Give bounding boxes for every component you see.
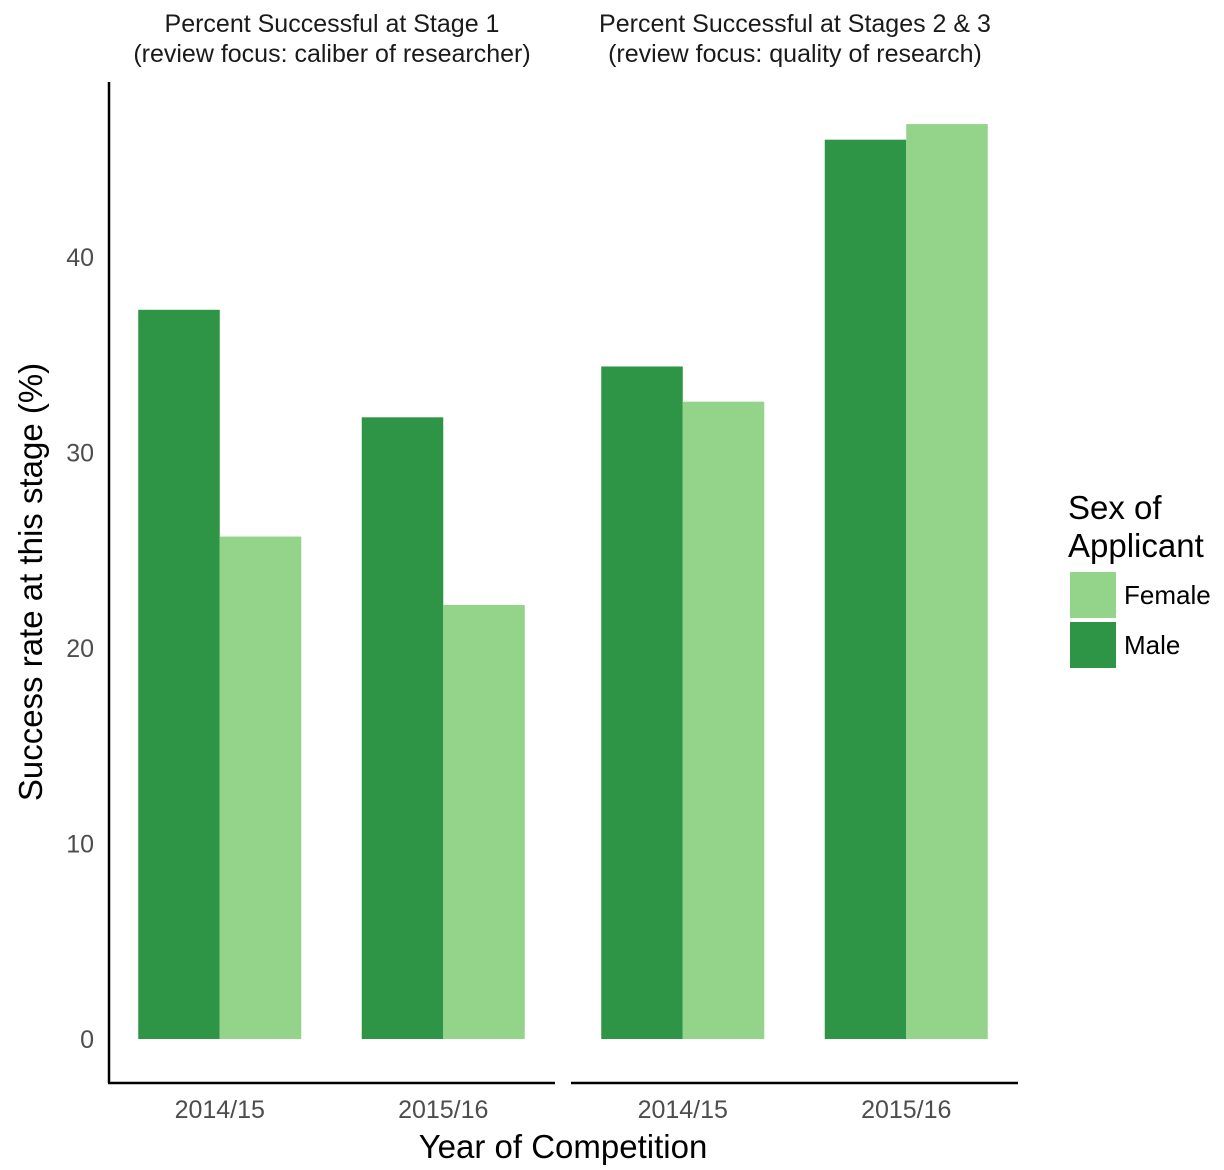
y-tick-label-0: 0	[80, 1026, 94, 1054]
x-axis-title: Year of Competition	[419, 1128, 708, 1165]
y-tick-label-20: 20	[66, 635, 94, 663]
legend-title-line-2: Applicant	[1068, 527, 1204, 564]
x-tick-labels: 2014/15 2015/16 2014/15 2015/16	[175, 1096, 952, 1124]
x-tick-label-panel-1-2: 2015/16	[398, 1096, 488, 1124]
x-tick-label-panel-2-1: 2014/15	[638, 1096, 728, 1124]
panel-1-title-line-1: Percent Successful at Stage 1	[165, 10, 500, 38]
legend-key-male	[1070, 622, 1116, 668]
bar-panel-1-2014-15-female	[219, 536, 302, 1039]
legend-label-male: Male	[1124, 630, 1180, 660]
y-tick-label-10: 10	[66, 831, 94, 859]
x-tick-label-panel-2-2: 2015/16	[861, 1096, 951, 1124]
bars-layer	[138, 124, 988, 1040]
legend-key-female	[1070, 572, 1116, 618]
panel-2-title-line-2: (review focus: quality of research)	[608, 40, 982, 68]
legend-title-line-1: Sex of	[1068, 489, 1162, 526]
bar-panel-1-2014-15-male	[138, 309, 220, 1039]
y-axis-title: Success rate at this stage (%)	[12, 363, 49, 801]
panel-1-title-line-2: (review focus: caliber of researcher)	[133, 40, 530, 68]
bar-panel-1-2015-16-female	[443, 604, 525, 1039]
legend: Female Male	[1070, 572, 1211, 668]
y-tick-label-30: 30	[66, 440, 94, 468]
bar-panel-1-2015-16-male	[361, 417, 444, 1039]
panel-2-title-line-1: Percent Successful at Stages 2 & 3	[599, 10, 991, 38]
bar-panel-2-2015-16-male	[824, 139, 907, 1039]
bar-panel-2-2014-15-female	[682, 401, 765, 1039]
y-tick-label-40: 40	[66, 244, 94, 272]
y-tick-labels: 0 10 20 30 40	[66, 244, 94, 1054]
bar-panel-2-2015-16-female	[906, 124, 988, 1039]
legend-label-female: Female	[1124, 580, 1211, 610]
bar-panel-2-2014-15-male	[601, 366, 683, 1040]
x-tick-label-panel-1-1: 2014/15	[175, 1096, 265, 1124]
